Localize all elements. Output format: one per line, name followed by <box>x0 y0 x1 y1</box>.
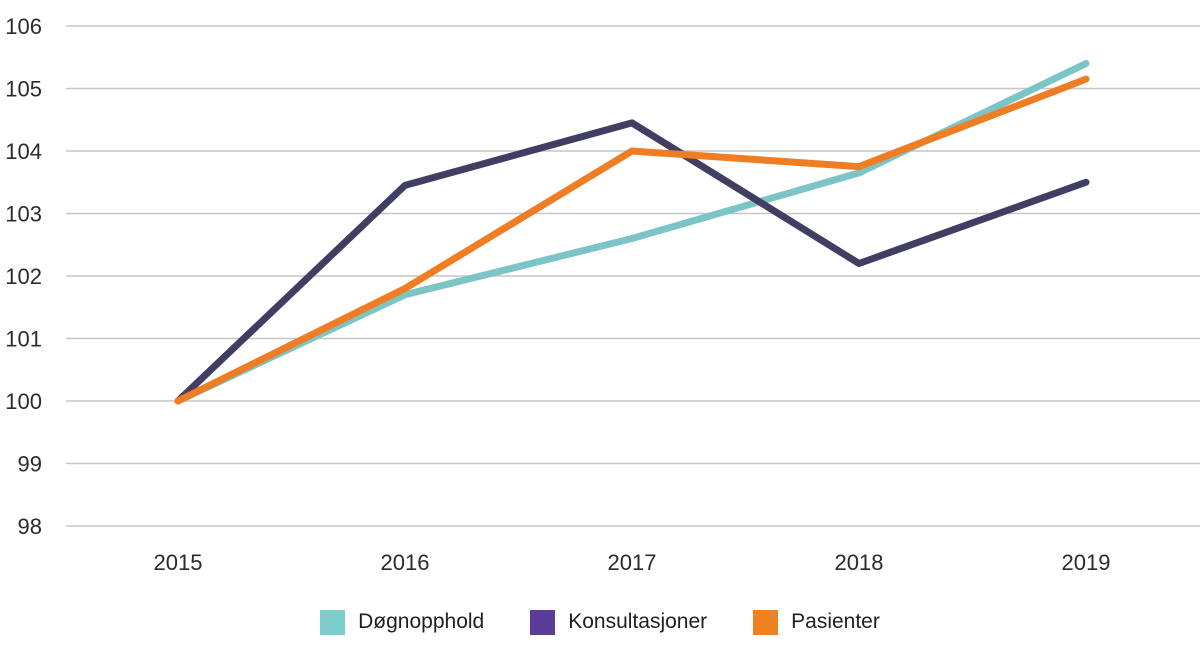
y-tick-label: 104 <box>5 139 42 164</box>
series-line-pasienter <box>174 75 1090 405</box>
chart-legend: Døgnopphold Konsultasjoner Pasienter <box>0 600 1200 644</box>
pasienter-swatch-icon <box>753 609 779 635</box>
x-tick-label: 2015 <box>154 550 203 575</box>
y-tick-label: 98 <box>18 514 42 539</box>
x-tick-label: 2018 <box>835 550 884 575</box>
legend-item-dognopphold: Døgnopphold <box>320 609 485 635</box>
legend-item-pasienter: Pasienter <box>753 609 880 635</box>
y-tick-label: 106 <box>5 14 42 39</box>
y-tick-label: 103 <box>5 202 42 227</box>
legend-label: Pasienter <box>791 610 880 633</box>
legend-label: Døgnopphold <box>358 610 485 633</box>
y-tick-label: 101 <box>5 327 42 352</box>
konsultasjoner-swatch-icon <box>530 609 556 635</box>
y-tick-label: 105 <box>5 77 42 102</box>
dognopphold-swatch-icon <box>320 609 346 635</box>
legend-item-konsultasjoner: Konsultasjoner <box>530 609 708 635</box>
y-tick-label: 102 <box>5 264 42 289</box>
series-line-konsultasjoner <box>174 119 1090 405</box>
x-tick-label: 2019 <box>1062 550 1111 575</box>
y-tick-label: 100 <box>5 389 42 414</box>
x-tick-label: 2017 <box>608 550 657 575</box>
legend-label: Konsultasjoner <box>568 610 708 633</box>
x-tick-label: 2016 <box>381 550 430 575</box>
chart-plot-area: 98 99 100 101 102 103 104 105 106 2015 2016 2017 201… <box>5 14 1200 575</box>
y-tick-label: 99 <box>18 452 42 477</box>
